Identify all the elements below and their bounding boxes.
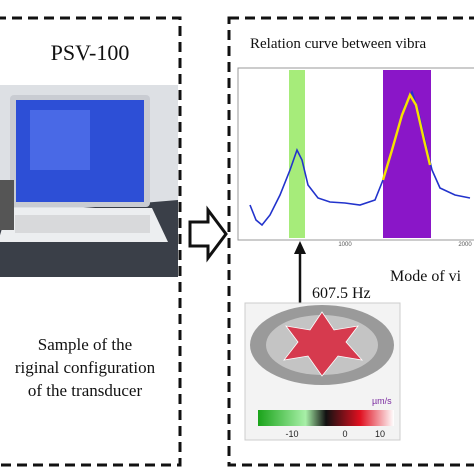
right-frame xyxy=(227,16,474,467)
pointer-arrow-head xyxy=(294,241,306,254)
flow-arrow xyxy=(188,205,228,263)
colorbar-tick-label: -10 xyxy=(285,429,298,439)
caption-line: Sample of the xyxy=(38,335,132,354)
right-title: Relation curve between vibra xyxy=(250,36,427,52)
x-tick-label: 1000 xyxy=(338,242,352,248)
mode-shape-image xyxy=(244,302,401,441)
left-title: PSV-100 xyxy=(51,40,130,65)
colorbar-unit: µm/s xyxy=(372,396,392,406)
left-frame xyxy=(0,16,182,467)
x-tick-label: 2000 xyxy=(458,242,472,248)
caption-line: of the transducer xyxy=(28,381,143,400)
laptop-photo xyxy=(0,85,178,277)
colorbar-tick-label: 10 xyxy=(375,429,385,439)
frequency-label: 607.5 Hz xyxy=(312,285,371,302)
caption-line: riginal configuration xyxy=(15,358,156,377)
colorbar xyxy=(258,410,394,426)
colorbar-tick-label: 0 xyxy=(342,429,347,439)
spectrum-plot: 1000 2000 xyxy=(237,67,474,248)
mode-label: Mode of vi xyxy=(390,268,462,285)
